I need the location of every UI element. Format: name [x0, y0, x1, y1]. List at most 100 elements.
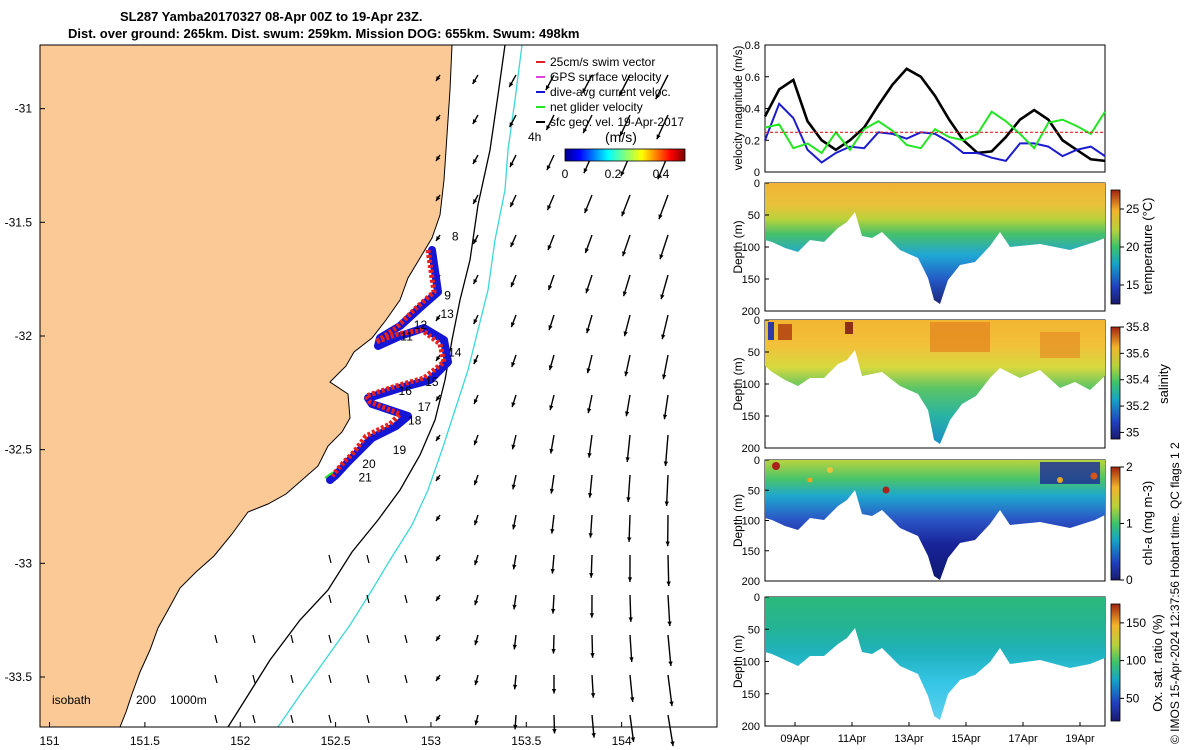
velocity-arrowhead [584, 248, 589, 254]
velocity-arrowhead [583, 168, 588, 174]
temperature-panel [764, 182, 1106, 312]
velocity-arrowhead [551, 689, 557, 694]
map-x-tick-label: 151 [40, 734, 60, 748]
velocity-arrow [655, 74, 669, 100]
salinity-field [765, 320, 1105, 444]
velocity-panel: 0 0.2 0.4 0.6 0.8 velocity magnitude (m/s) [733, 40, 1106, 179]
velocity-arrowhead [655, 94, 660, 100]
velocity-arrowhead [551, 648, 556, 654]
velocity-arrowhead [665, 541, 670, 547]
velocity-series-line [763, 67, 1106, 163]
velocity-arrow [366, 634, 370, 644]
map-y-tick-label: -32.5 [5, 443, 33, 457]
velocity-arrowhead [621, 211, 626, 217]
day-label: 20 [362, 457, 376, 471]
velocity-arrow [252, 674, 256, 684]
chlorophyll-field [765, 460, 1105, 580]
colorbars: 15 20 25 35 35.2 35.4 35.6 35.8 0 1 2 50 100 150 temp… [1110, 189, 1171, 722]
day-label: 13 [440, 307, 454, 321]
velocity-arrow [404, 674, 408, 684]
colorbar-tick-label: 150 [1126, 616, 1146, 630]
colorbar-tick-label: 1 [1126, 517, 1133, 531]
velocity-arrowhead [619, 91, 624, 97]
colorbar-tick-label: 0.2 [605, 167, 622, 181]
velocity-arrowhead [436, 636, 441, 641]
velocity-arrow [366, 674, 370, 684]
oxygen-cb-label: Ox. sat. ratio (%) [1150, 614, 1165, 712]
time-tick-label: 17Apr [1008, 733, 1038, 745]
velocity-arrowhead [473, 319, 478, 325]
colorbar-tick-label: 0 [562, 167, 569, 181]
colorbar-tick-label: 20 [1126, 240, 1140, 254]
velocity-arrowhead [472, 79, 477, 85]
colorbar-tick-label: 35.2 [1126, 399, 1150, 413]
velocity-arrow [214, 634, 218, 644]
day-label: 17 [418, 400, 432, 414]
velocity-arrowhead [657, 174, 662, 180]
day-label: 14 [448, 345, 462, 359]
figure-title-line-2: Dist. over ground: 265km. Dist. swum: 25… [68, 26, 580, 41]
velocity-arrow [214, 674, 218, 684]
velocity-arrowhead [659, 254, 664, 260]
day-label: 12 [414, 318, 428, 332]
velocity-arrowhead [436, 396, 441, 401]
depth-tick-label: 0 [754, 178, 760, 190]
velocity-arrowhead [590, 693, 596, 698]
velocity-arrowhead [547, 205, 552, 211]
velocity-y-tick-label: 0.2 [745, 135, 760, 147]
velocity-arrowhead [547, 245, 552, 251]
velocity-arrowhead [549, 405, 554, 411]
day-label: 16 [399, 384, 413, 398]
day-label: 8 [452, 230, 459, 244]
velocity-arrow [328, 714, 332, 724]
time-tick-label: 11Apr [838, 733, 867, 745]
speed-colorbar [564, 148, 686, 162]
velocity-arrowhead [511, 362, 516, 368]
velocity-arrow [629, 714, 635, 742]
velocity-arrow [290, 634, 294, 644]
velocity-arrow [290, 714, 294, 724]
velocity-arrowhead [620, 171, 625, 177]
velocity-arrowhead [549, 448, 554, 454]
velocity-arrowhead [436, 476, 441, 481]
map-y-tick-label: -32 [15, 329, 33, 343]
velocity-arrow [626, 434, 631, 462]
velocity-arrowhead [512, 644, 517, 650]
depth-tick-label: 150 [742, 274, 760, 286]
time-tick-label: 19Apr [1065, 733, 1095, 745]
velocity-arrowhead [473, 520, 479, 526]
velocity-arrowhead [551, 608, 556, 614]
velocity-arrowhead [663, 461, 669, 467]
velocity-arrowhead [511, 402, 516, 408]
velocity-arrowhead [622, 291, 628, 297]
credit-text: © IMOS 15-Apr-2024 12:37:56 Hobart time.… [1168, 442, 1182, 744]
velocity-arrowhead [587, 452, 592, 458]
temperature-cb-label: temperature (°C) [1140, 198, 1155, 295]
velocity-arrow [366, 554, 370, 564]
velocity-arrow [667, 634, 672, 667]
velocity-arrowhead [624, 371, 629, 377]
depth-tick-label: 0 [754, 592, 760, 604]
map-x-tick-label: 151.5 [130, 734, 160, 748]
colorbar-tick-label: 25 [1126, 202, 1140, 216]
depth-tick-label: 100 [742, 242, 760, 254]
velocity-arrowhead [511, 524, 517, 530]
velocity-arrow [328, 674, 332, 684]
velocity-arrow [667, 594, 671, 627]
velocity-arrowhead [436, 316, 441, 321]
velocity-arrow [328, 634, 332, 644]
velocity-arrowhead [619, 131, 624, 137]
velocity-arrowhead [472, 159, 478, 165]
velocity-arrowhead [473, 199, 478, 205]
velocity-arrow [328, 594, 332, 604]
velocity-arrowhead [512, 604, 517, 610]
velocity-arrowhead [509, 162, 514, 168]
salinity-panel [764, 319, 1106, 449]
isobath-1000-label: 1000m [170, 693, 207, 707]
velocity-arrowhead [474, 720, 479, 726]
velocity-arrowhead [550, 528, 555, 534]
velocity-arrow [252, 714, 256, 724]
depth-tick-label: 150 [742, 546, 760, 558]
velocity-arrowhead [584, 208, 589, 214]
